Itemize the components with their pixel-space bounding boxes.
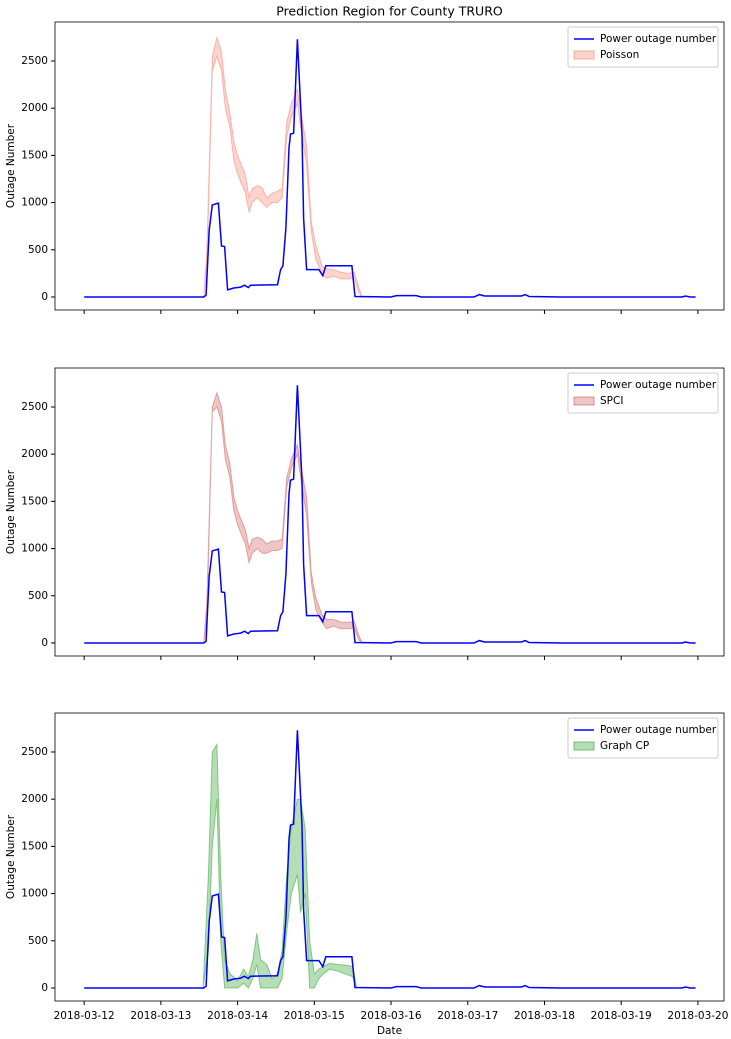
axes-frame: [54, 21, 725, 311]
x-tick-label: 2018-03-12: [54, 1010, 115, 1022]
y-tick-label: 2000: [21, 448, 48, 460]
y-tick-label: 2000: [21, 102, 48, 114]
legend-swatch: [573, 396, 595, 406]
x-tick-label: 2018-03-13: [130, 1010, 191, 1022]
chart-title: Prediction Region for County TRURO: [276, 4, 503, 19]
legend-label: Power outage number: [600, 379, 717, 391]
plot-area: [84, 35, 696, 299]
x-tick-label: 2018-03-14: [207, 1010, 268, 1022]
y-tick-label: 1500: [21, 149, 48, 161]
legend-swatch: [573, 741, 595, 751]
y-tick-label: 2500: [21, 55, 48, 67]
y-tick-label: 500: [28, 590, 48, 602]
x-axis-label: Date: [377, 1025, 402, 1037]
y-tick-label: 1000: [21, 543, 48, 555]
legend-label: Power outage number: [600, 724, 717, 736]
legend-swatch: [573, 50, 595, 60]
y-axis-label: Outage Number: [5, 814, 17, 899]
axes-frame: [54, 712, 725, 1002]
y-axis-label: Outage Number: [5, 469, 17, 554]
data-line: [84, 730, 696, 989]
y-tick-label: 1000: [21, 197, 48, 209]
y-tick-label: 1000: [21, 888, 48, 900]
y-tick-label: 0: [41, 637, 48, 649]
x-tick-label: 2018-03-20: [667, 1010, 728, 1022]
legend-label: SPCI: [600, 395, 623, 407]
y-tick-label: 1500: [21, 840, 48, 852]
y-tick-label: 2500: [21, 401, 48, 413]
legend-box: [567, 717, 719, 759]
axes-frame: [54, 367, 725, 657]
x-tick-label: 2018-03-15: [284, 1010, 345, 1022]
y-tick-label: 0: [41, 291, 48, 303]
legend-label: Poisson: [600, 49, 639, 61]
data-line: [84, 385, 696, 644]
y-tick-label: 2000: [21, 793, 48, 805]
legend-box: [567, 372, 719, 414]
legend-box: [567, 26, 719, 68]
y-tick-label: 0: [41, 982, 48, 994]
plot-area: [84, 385, 696, 645]
legend-label: Graph CP: [600, 740, 649, 752]
y-tick-label: 500: [28, 935, 48, 947]
x-tick-label: 2018-03-18: [514, 1010, 575, 1022]
x-tick-label: 2018-03-19: [591, 1010, 652, 1022]
y-tick-label: 2500: [21, 746, 48, 758]
y-axis-label: Outage Number: [5, 123, 17, 208]
legend-label: Power outage number: [600, 33, 717, 45]
plot-area: [84, 730, 696, 989]
y-tick-label: 1500: [21, 495, 48, 507]
x-tick-label: 2018-03-16: [361, 1010, 422, 1022]
data-line: [84, 39, 696, 298]
y-tick-label: 500: [28, 244, 48, 256]
x-tick-label: 2018-03-17: [437, 1010, 498, 1022]
